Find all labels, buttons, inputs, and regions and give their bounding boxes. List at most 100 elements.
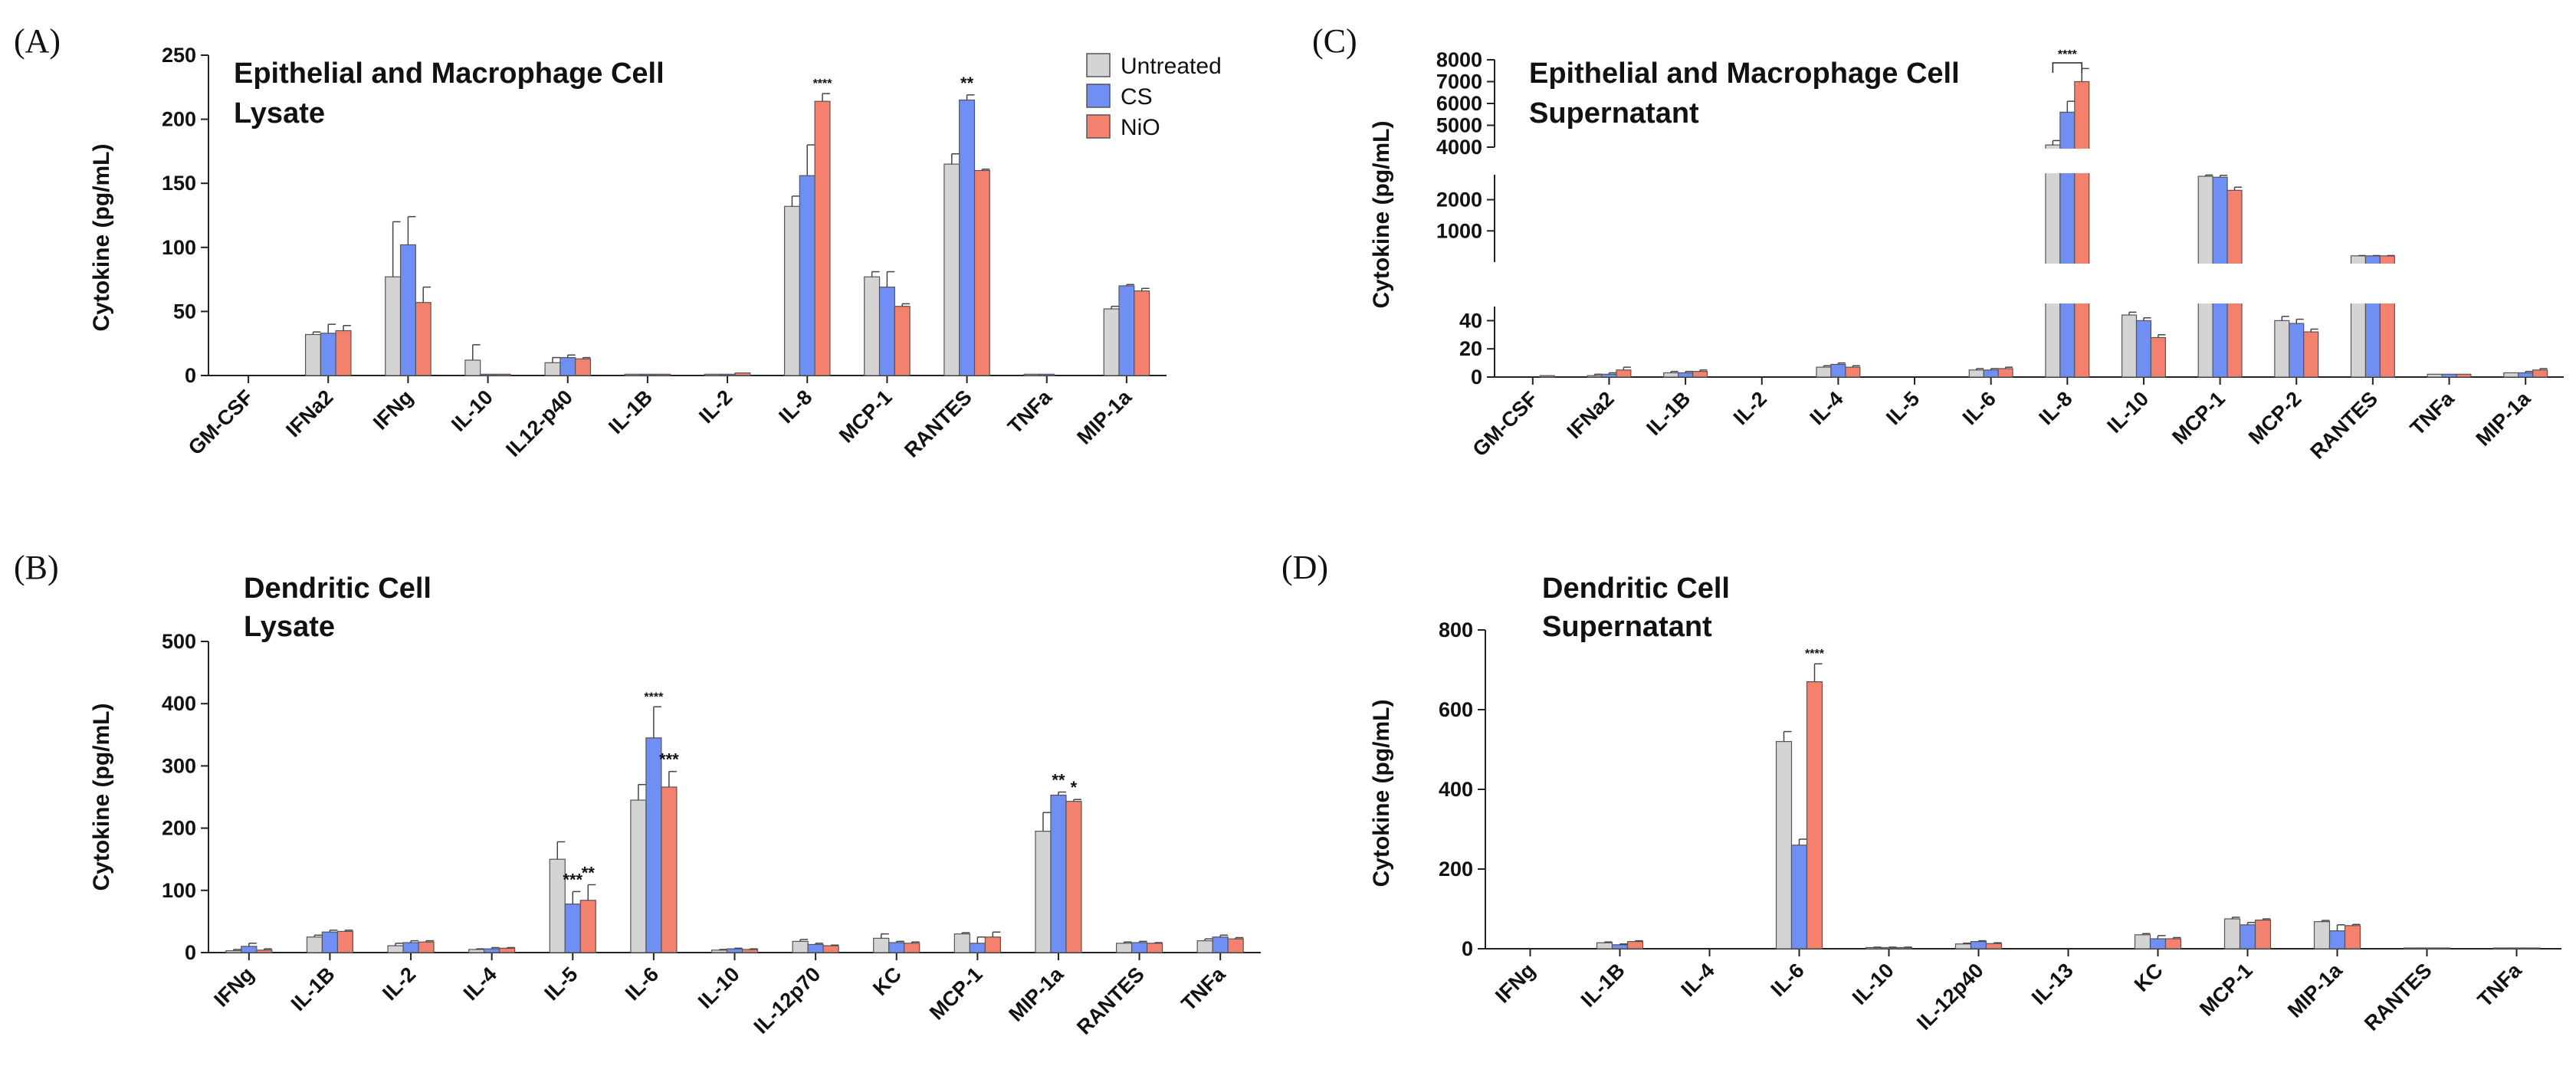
panel-d-label: (D) [1281, 549, 1328, 586]
bar-b-tnfa-nio [1227, 938, 1244, 953]
panel-a-xtick-il-2: IL-2 [694, 385, 737, 428]
panel-a-ytick-label: 100 [162, 236, 196, 259]
panel-d-xtick-tnfa: TNFa [2473, 958, 2527, 1012]
panel-c-xticks: GM-CSF IFNa2 IL-1B IL-2 IL-4 IL-5 IL-6 IL-8 IL-1… [1468, 386, 2536, 463]
bar-b-il-2-cs [402, 942, 419, 953]
bar-b-il-10-nio [741, 949, 759, 953]
panel-c-xtick-il-5: IL-5 [1882, 387, 1924, 429]
bar-d-il-10-untreated [1865, 946, 1882, 950]
panel-b-xtick-il-4: IL-4 [459, 963, 501, 1005]
panel-d-xtick-il-6: IL-6 [1767, 959, 1809, 1001]
panel-b-xtick-il-5: IL-5 [540, 963, 582, 1005]
bar-a-il-1b-untreated [624, 373, 641, 376]
bar-a-il-1b-cs [639, 373, 656, 376]
bar-d-il-12p40-nio [1985, 943, 2003, 950]
panel-d: (D) Dendritic Cell Supernatant Cytokine … [1281, 549, 2561, 1035]
panel-c-xtick-il-6: IL-6 [1958, 387, 2000, 429]
bar-d-rantes-untreated [2403, 947, 2420, 950]
bar-b-mip-1a-nio [1065, 801, 1082, 953]
panel-c-xtick-ifna2: IFNa2 [1562, 387, 1618, 443]
panel-b: (B) Dendritic Cell Lysate Cytokine (pg/m… [14, 549, 1261, 1039]
panel-a-xtick-il12-p40: IL12-p40 [501, 385, 577, 461]
bar-d-mip-1a-cs [2328, 930, 2346, 950]
bar-b-mip-1a-untreated [1035, 831, 1052, 953]
panel-c-title-line2: Supernatant [1529, 97, 1699, 130]
panel-b-xtick-il-6: IL-6 [621, 963, 663, 1005]
panel-b-xtick-mip-1a: MIP-1a [1004, 962, 1068, 1025]
panel-b-xtick-il-1b: IL-1B [287, 963, 340, 1015]
bar-d-kc-untreated [2134, 934, 2151, 950]
panel-a: (A) Epithelial and Macrophage Cell Lysat… [14, 22, 1167, 462]
panel-a-ytick-label: 150 [162, 172, 196, 195]
legend-label-nio: NiO [1121, 115, 1160, 140]
bar-d-mcp-1-nio [2254, 919, 2272, 950]
bar-d-il-1b-cs [1611, 944, 1629, 950]
panel-d-title-line2: Supernatant [1542, 611, 1712, 643]
bar-b-mcp-1-untreated [953, 933, 970, 953]
panel-a-xticks: GM-CSF IFNa2 IFNg IL-10 IL12-p40 IL-1B IL-2 IL-… [184, 385, 1137, 461]
panel-d-xtick-kc: KC [2130, 959, 2167, 996]
panel-b-sig-il-5-cs: *** [563, 870, 582, 889]
bar-b-kc-cs [888, 942, 905, 953]
bar-a-ifna2-nio [335, 330, 352, 376]
bar-a-il12-p40-nio [575, 358, 592, 376]
bar-a-ifng-untreated [385, 276, 402, 376]
panel-a-ytick-label: 200 [162, 108, 196, 131]
panel-c-ytick-label: 20 [1459, 337, 1482, 360]
panel-b-xtick-rantes: RANTES [1072, 963, 1149, 1039]
panel-a-axes: 0 50 100 150 200 250 [162, 44, 1167, 387]
panel-a-xtick-ifna2: IFNa2 [281, 385, 337, 441]
bar-c-il-6-untreated [1968, 369, 1984, 378]
bar-a-il-8-cs [799, 175, 815, 376]
bar-a-rantes-untreated [943, 163, 960, 376]
bar-d-kc-nio [2164, 938, 2182, 950]
bar-b-il-1b-untreated [306, 936, 323, 953]
bar-d-il-6-cs [1790, 845, 1808, 950]
panel-c-xtick-rantes: RANTES [2305, 387, 2382, 464]
panel-d-xtick-mip-1a: MIP-1a [2283, 958, 2347, 1022]
bar-c-mcp-2-untreated [2274, 320, 2290, 378]
bar-a-rantes-nio [973, 169, 990, 376]
panel-c-title-line1: Epithelial and Macrophage Cell [1529, 57, 1960, 90]
panel-b-ytick-label: 500 [162, 630, 196, 653]
bar-c-il-8-nio [2074, 80, 2090, 378]
bar-c-il-10-nio [2150, 336, 2166, 378]
bar-b-il-12p70-untreated [792, 940, 809, 953]
panel-c-ytick-label: 1000 [1436, 219, 1482, 242]
bar-d-il-12p40-untreated [1954, 943, 1972, 950]
bar-a-tnfa-cs [1039, 373, 1055, 376]
panel-d-xticks: IFNg IL-1B IL-4 IL-6 IL-10 IL-12p40 IL-13 KC MCP… [1491, 958, 2526, 1035]
panel-a-ytick-label: 0 [185, 364, 196, 387]
panel-b-ytick-label: 200 [162, 817, 196, 840]
bar-b-rantes-untreated [1115, 943, 1133, 953]
legend-label-cs: CS [1121, 84, 1153, 110]
bar-b-il-10-cs [726, 948, 743, 953]
bar-c-mcp-2-nio [2303, 331, 2319, 378]
bar-c-ifna2-untreated [1587, 375, 1603, 378]
bar-a-il-8-untreated [783, 205, 800, 376]
panel-b-xtick-mcp-1: MCP-1 [925, 963, 987, 1025]
bar-c-il-1b-cs [1678, 372, 1694, 378]
panel-c: (C) Epithelial and Macrophage Cell Super… [1312, 22, 2566, 464]
panel-c-ytick-label: 8000 [1436, 48, 1482, 71]
bar-d-kc-cs [2149, 938, 2167, 950]
panel-b-ylabel: Cytokine (pg/mL) [89, 704, 114, 891]
panel-c-xtick-mcp-2: MCP-2 [2244, 387, 2306, 449]
panel-b-title-line1: Dendritic Cell [244, 572, 432, 605]
bar-c-tnfa-cs [2441, 373, 2457, 378]
bar-a-tnfa-untreated [1023, 373, 1040, 376]
panel-c-xtick-mcp-1: MCP-1 [2167, 387, 2230, 449]
bar-c-il-10-untreated [2121, 314, 2138, 378]
panel-d-xtick-il-4: IL-4 [1677, 959, 1719, 1001]
panel-c-bars [1497, 67, 2566, 378]
panel-c-xtick-mip-1a: MIP-1a [2472, 386, 2535, 450]
panel-a-ytick-label: 250 [162, 44, 196, 67]
panel-a-xtick-mcp-1: MCP-1 [835, 385, 897, 448]
bar-b-il-6-untreated [630, 799, 647, 953]
bar-b-il-4-nio [499, 947, 516, 953]
bar-d-il-12p40-cs [1970, 941, 1987, 950]
panel-d-xtick-rantes: RANTES [2360, 959, 2437, 1035]
panel-c-ylabel: Cytokine (pg/mL) [1369, 121, 1394, 309]
bar-b-rantes-cs [1130, 942, 1148, 953]
